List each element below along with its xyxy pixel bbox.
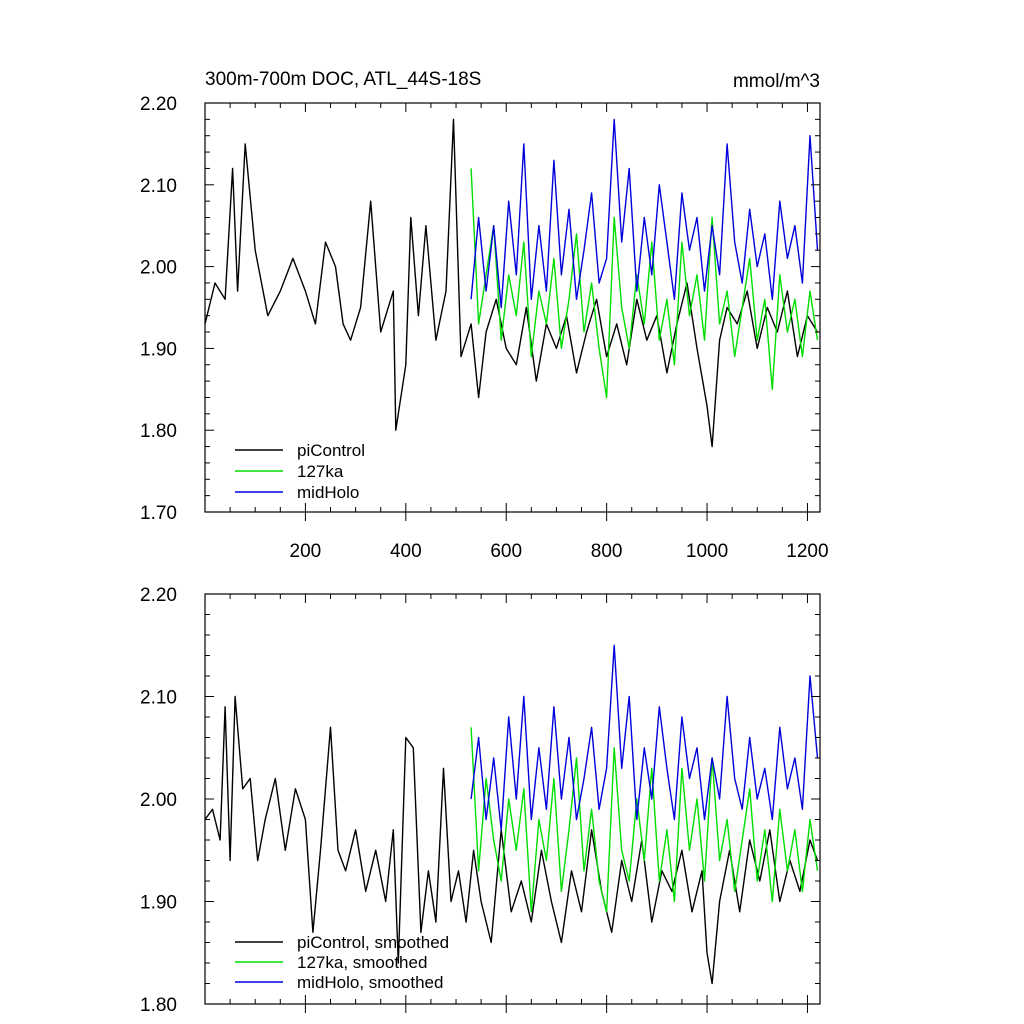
series-line-0 (204, 118, 819, 448)
y-tick-label: 2.20 (140, 94, 177, 115)
legend-label: piControl (297, 441, 365, 460)
legend-label: 127ka (297, 462, 344, 481)
y-tick-label: 1.70 (140, 503, 177, 524)
top-plot-frame (204, 102, 821, 513)
bottom-series-lines (204, 644, 819, 985)
y-tick-label: 2.10 (140, 688, 177, 709)
series-line-2 (470, 118, 819, 309)
top-panel: 300m-700m DOC, ATL_44S-18S mmol/m^3 1.70… (140, 69, 829, 562)
y-tick-label: 2.10 (140, 176, 177, 197)
legend-label: piControl, smoothed (297, 933, 449, 952)
x-tick-label: 200 (290, 541, 322, 562)
y-tick-label: 2.00 (140, 790, 177, 811)
x-tick-label: 1000 (686, 541, 728, 562)
x-tick-label: 800 (591, 541, 623, 562)
top-series-lines (204, 118, 819, 448)
x-tick-label: 600 (490, 541, 522, 562)
y-tick-label: 2.20 (140, 585, 177, 606)
chart-title: 300m-700m DOC, ATL_44S-18S (205, 69, 481, 90)
y-tick-label: 1.80 (140, 421, 177, 442)
series-line-1 (470, 168, 819, 399)
y-tick-label: 1.90 (140, 893, 177, 914)
series-line-2 (470, 644, 819, 831)
units-label: mmol/m^3 (733, 71, 820, 92)
x-tick-label: 400 (390, 541, 422, 562)
top-legend: piControl 127ka midHolo (235, 441, 365, 502)
bottom-axes: 1.80 1.90 2.00 2.10 2.20 (140, 585, 820, 1016)
y-tick-label: 1.90 (140, 339, 177, 360)
legend-label: midHolo, smoothed (297, 973, 443, 992)
bottom-panel: 1.80 1.90 2.00 2.10 2.20 piControl, smoothed… (140, 585, 821, 1016)
y-tick-label: 1.80 (140, 995, 177, 1016)
bottom-plot-frame (204, 593, 821, 1005)
legend-label: midHolo (297, 483, 359, 502)
series-line-1 (470, 727, 819, 913)
y-tick-label: 2.00 (140, 258, 177, 279)
top-axes: 1.70 1.80 1.90 2.00 2.10 2.20 200 400 600 800 1000… (140, 94, 829, 562)
series-line-0 (204, 695, 819, 985)
legend-label: 127ka, smoothed (297, 953, 427, 972)
x-tick-label: 1200 (786, 541, 828, 562)
